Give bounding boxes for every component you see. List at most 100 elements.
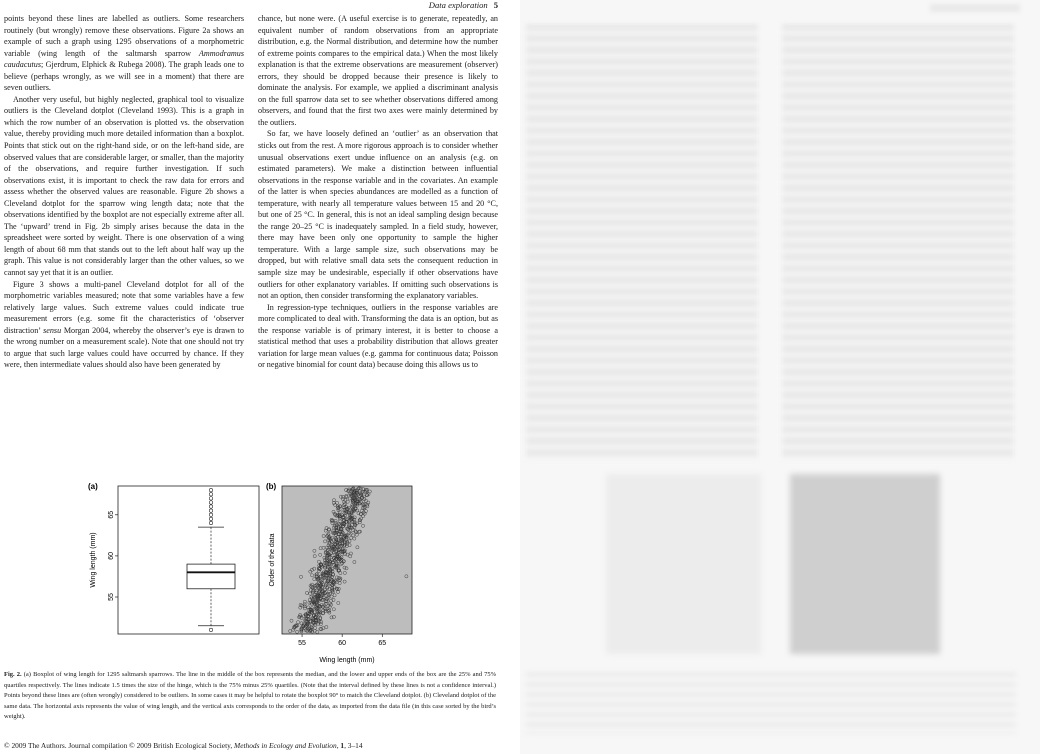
dotplot-point — [321, 611, 326, 615]
dotplot-point — [296, 620, 300, 625]
boxplot — [186, 488, 236, 632]
dotplot-point — [323, 528, 328, 533]
dotplot-point — [349, 513, 354, 517]
dotplot-point — [338, 538, 343, 543]
journal-name: Methods in Ecology and Evolution — [234, 741, 337, 750]
dotplot-point — [323, 608, 328, 613]
dotplot-point — [338, 547, 342, 551]
dotplot-point — [345, 541, 349, 546]
dotplot-point — [347, 539, 352, 543]
dotplot-point — [302, 604, 307, 609]
dotplot-point — [341, 507, 346, 512]
dotplot-point — [349, 535, 354, 540]
dotplot-point — [351, 519, 356, 524]
dotplot-point — [362, 494, 366, 499]
dotplot-point — [331, 509, 336, 514]
dotplot-point — [312, 566, 317, 571]
dotplot-point — [329, 602, 333, 607]
dotplot-point — [326, 553, 331, 558]
dotplot-point — [365, 502, 370, 507]
dotplot-point — [342, 500, 347, 505]
dotplot-point — [333, 564, 338, 568]
dotplot-point — [310, 582, 314, 587]
blurred-figure-b — [790, 474, 940, 654]
dotplot-point — [365, 487, 369, 492]
dotplot-point — [305, 591, 309, 595]
left-column: points beyond these lines are labelled a… — [4, 13, 244, 371]
dotplot-point — [343, 540, 347, 545]
dotplot-point — [326, 578, 331, 583]
dotplot-point — [334, 586, 339, 591]
dotplot-point — [327, 608, 332, 613]
dotplot-point — [334, 531, 339, 535]
dotplot-point — [336, 508, 341, 513]
dotplot-point — [344, 533, 349, 537]
dotplot-point — [335, 575, 339, 580]
dotplot-point — [326, 576, 331, 581]
dotplot-point — [342, 565, 347, 570]
dotplot-point — [328, 571, 333, 576]
journal-page: Data exploration 5 points beyond these li… — [4, 0, 498, 750]
dotplot-point — [314, 583, 319, 588]
dotplot-point — [334, 561, 339, 566]
dotplot-point — [347, 524, 352, 529]
dotplot-point — [327, 587, 332, 591]
dotplot-point — [339, 527, 344, 532]
dotplot-point — [367, 489, 372, 494]
dotplot-point — [322, 555, 327, 560]
dotplot-point — [299, 629, 304, 634]
dotplot-point — [302, 602, 307, 607]
figure-2: (a) Wing length (mm) 55 60 65 (b) Order of… — [84, 480, 429, 664]
dotplot-point — [330, 589, 335, 593]
caption-label: Fig. 2. — [4, 671, 22, 678]
x-tick-label: 65 — [378, 640, 386, 647]
dotplot-point — [332, 498, 336, 503]
dotplot-point — [345, 520, 349, 524]
dotplot-point — [361, 487, 366, 491]
dotplot-point — [321, 572, 326, 577]
dotplot-point — [355, 545, 360, 550]
species-name: Ammodramus caudacutus — [4, 48, 244, 70]
dotplot-point — [291, 627, 296, 632]
dotplot-point — [344, 505, 349, 510]
dotplot-point — [289, 618, 294, 623]
dotplot-point — [343, 533, 348, 538]
dotplot-point — [324, 580, 329, 585]
dotplot-point — [365, 493, 370, 497]
dotplot-point — [312, 554, 317, 558]
dotplot-point — [316, 569, 321, 573]
dotplot-point — [333, 502, 337, 507]
outlier-point — [209, 488, 214, 493]
dotplot-point — [333, 521, 338, 525]
dotplot-point — [349, 493, 353, 498]
dotplot-point — [319, 589, 324, 594]
dotplot-point — [319, 620, 324, 624]
dotplot-point — [351, 533, 355, 538]
blurred-next-page — [520, 0, 1040, 754]
y-tick-label: 55 — [108, 593, 115, 601]
dotplot-point — [332, 511, 337, 516]
outlier-point — [209, 492, 214, 497]
dotplot-point — [309, 595, 314, 599]
dotplot-point — [336, 601, 341, 605]
dotplot-point — [333, 578, 337, 583]
dotplot-point — [332, 585, 337, 590]
dotplot-points — [288, 486, 409, 634]
dotplot-point — [326, 595, 330, 600]
dotplot-point — [318, 546, 323, 551]
dotplot-point — [300, 625, 304, 630]
dotplot-point — [317, 609, 322, 613]
outlier-point — [209, 504, 214, 509]
dotplot-point — [314, 590, 319, 595]
left-paragraph-1: points beyond these lines are labelled a… — [4, 14, 244, 93]
dotplot-point — [342, 522, 347, 527]
dotplot-point — [338, 504, 342, 508]
dotplot-point — [316, 603, 320, 608]
panel-a-frame — [117, 485, 260, 635]
dotplot-point — [348, 554, 353, 559]
dotplot-point — [338, 519, 343, 524]
dotplot-point — [333, 555, 338, 560]
dotplot-point — [331, 607, 336, 612]
dotplot-point — [330, 558, 334, 563]
dotplot-point — [349, 551, 353, 556]
